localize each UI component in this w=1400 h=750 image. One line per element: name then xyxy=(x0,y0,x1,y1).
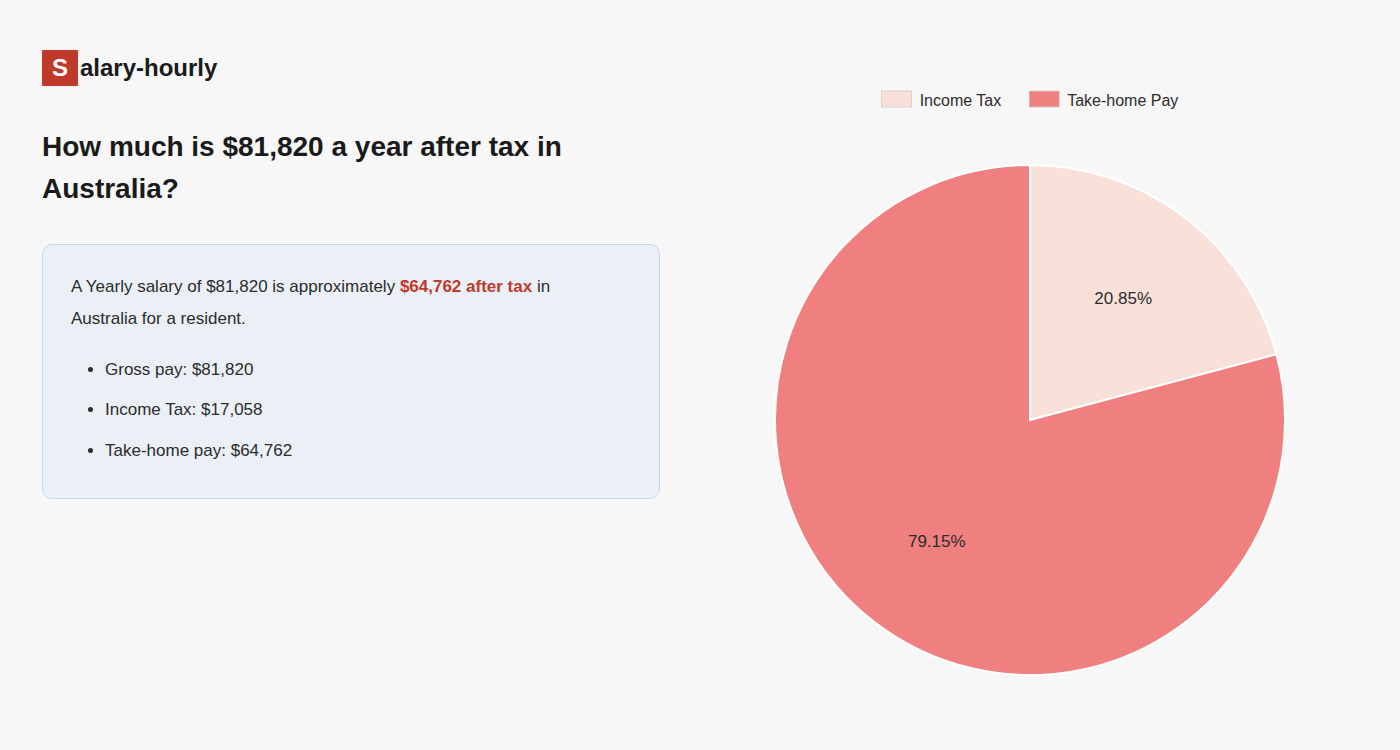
chart-panel: 20.85% 79.15% Income Tax Take-home Pay xyxy=(700,0,1400,750)
legend: Income Tax Take-home Pay xyxy=(882,91,1179,109)
bullet-item: Income Tax: $17,058 xyxy=(105,390,631,431)
legend-item: Take-home Pay xyxy=(1029,91,1178,109)
logo-text: alary-hourly xyxy=(80,54,217,82)
description-highlight: $64,762 after tax xyxy=(400,277,532,296)
legend-label: Income Tax xyxy=(920,92,1002,109)
legend-label: Take-home Pay xyxy=(1067,92,1178,109)
legend-swatch xyxy=(1029,91,1059,107)
description-text: A Yearly salary of $81,820 is approximat… xyxy=(71,277,400,296)
legend-swatch xyxy=(882,91,912,107)
description: A Yearly salary of $81,820 is approximat… xyxy=(71,271,631,336)
pie-slice xyxy=(775,165,1285,675)
slices xyxy=(775,165,1285,675)
data-label: 20.85% xyxy=(1094,289,1152,308)
title: How much is $81,820 a year after tax in … xyxy=(42,126,660,210)
description-text: Australia for a resident. xyxy=(71,309,246,328)
page: Salary-hourly How much is $81,820 a year … xyxy=(0,0,1400,750)
data-labels: 20.85% 79.15% xyxy=(908,289,1152,551)
description-text: in xyxy=(532,277,550,296)
pie-chart: 20.85% 79.15% Income Tax Take-home Pay xyxy=(700,0,1400,750)
bullet-item: Take-home pay: $64,762 xyxy=(105,431,631,472)
legend-item: Income Tax xyxy=(882,91,1002,109)
logo-initial: S xyxy=(42,50,78,86)
info-box: A Yearly salary of $81,820 is approximat… xyxy=(42,244,660,499)
data-label: 79.15% xyxy=(908,532,966,551)
logo: Salary-hourly xyxy=(42,50,660,86)
text-panel: Salary-hourly How much is $81,820 a year … xyxy=(0,0,700,750)
bullet-item: Gross pay: $81,820 xyxy=(105,350,631,391)
bullet-list: Gross pay: $81,820Income Tax: $17,058Tak… xyxy=(71,350,631,472)
